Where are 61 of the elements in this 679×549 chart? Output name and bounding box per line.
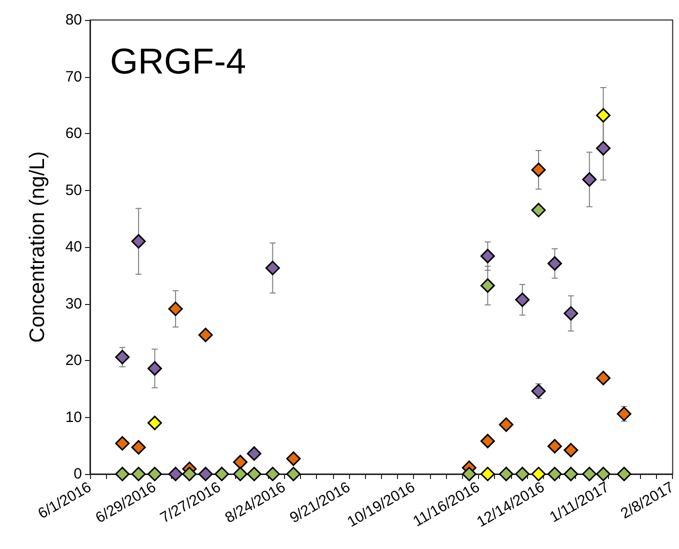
point: [531, 466, 546, 482]
point: [547, 438, 562, 454]
point: [596, 108, 611, 123]
point: [547, 466, 562, 482]
point: [265, 260, 280, 276]
y-tick-label: 60: [65, 125, 82, 142]
point: [147, 416, 162, 430]
y-axis-title: Concentration (ng/L): [26, 151, 49, 343]
point: [582, 172, 597, 187]
y-tick-label: 10: [65, 408, 82, 426]
point: [596, 370, 611, 386]
point: [131, 466, 146, 482]
point: [233, 466, 248, 482]
point: [115, 466, 130, 482]
y-tick-label: 0: [74, 466, 82, 482]
point: [480, 466, 495, 482]
point: [616, 466, 632, 482]
point: [498, 417, 514, 432]
point: [168, 466, 183, 482]
point: [286, 451, 301, 466]
point: [564, 442, 578, 458]
point: [147, 361, 162, 376]
point: [531, 202, 546, 218]
point: [246, 446, 262, 461]
point: [480, 278, 495, 293]
y-tick-label: 70: [65, 68, 82, 86]
point: [168, 302, 183, 316]
y-tick-label: 20: [65, 352, 82, 369]
y-tick-label: 30: [65, 295, 82, 312]
text: GRGF-4: [110, 40, 246, 82]
point: [582, 466, 597, 482]
point: [531, 384, 546, 398]
point: [147, 466, 162, 482]
point: [616, 406, 632, 422]
point: [515, 466, 530, 482]
point: [115, 436, 130, 451]
point: [564, 306, 578, 321]
point: [198, 328, 213, 342]
point: [480, 248, 495, 264]
point: [182, 466, 197, 482]
point: [498, 466, 514, 482]
point: [547, 256, 562, 271]
point: [480, 434, 495, 448]
point: [131, 440, 146, 455]
y-tick-label: 50: [65, 182, 82, 199]
point: [596, 466, 611, 482]
point: [564, 466, 578, 482]
y-tick-label: 80: [65, 12, 82, 28]
y-tick-label: 40: [65, 238, 82, 256]
point: [286, 466, 301, 482]
point: [596, 141, 611, 156]
point: [131, 234, 146, 249]
point: [462, 466, 476, 482]
point: [246, 466, 262, 482]
point: [115, 350, 130, 364]
point: [265, 466, 280, 482]
point: [531, 162, 546, 178]
point: [233, 454, 248, 470]
point: [198, 466, 213, 482]
point: [515, 292, 530, 308]
point: [214, 466, 230, 482]
